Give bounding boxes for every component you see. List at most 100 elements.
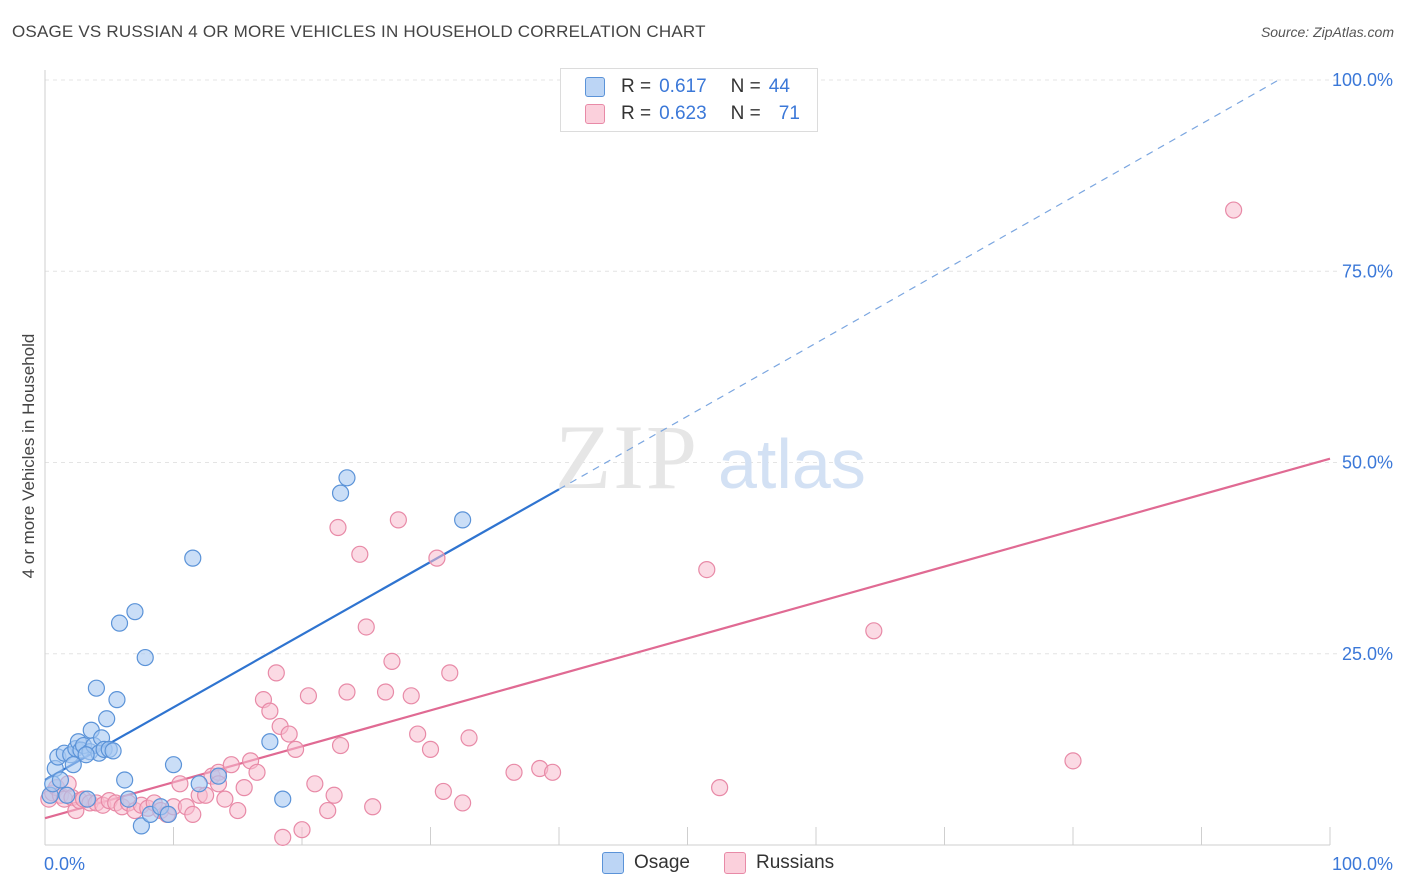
n-value-osage: 44 [768, 76, 790, 97]
osage-point-24 [108, 691, 126, 709]
y-tick-label-0: 25.0% [1342, 644, 1393, 664]
russians-point-52 [338, 683, 356, 701]
n-value-russians: 71 [778, 103, 800, 124]
osage-point-41 [338, 469, 356, 487]
tick-labels: 25.0% 50.0% 75.0% 100.0% 0.0% 100.0% [44, 70, 1393, 874]
watermark-atlas: atlas [718, 425, 866, 503]
osage-point-27 [119, 790, 138, 808]
russians-point-63 [434, 782, 452, 801]
r-value-russians: 0.623 [659, 103, 707, 124]
osage-point-4 [51, 771, 70, 789]
russians-point-26 [184, 805, 202, 824]
trendlines [44, 79, 1331, 820]
russians-point-59 [402, 687, 420, 705]
russians-swatch [585, 104, 605, 124]
osage-legend-swatch [602, 852, 624, 874]
series-legend: Osage Russians [0, 852, 1406, 878]
russians-point-71 [711, 779, 729, 797]
russians-point-70 [698, 560, 716, 579]
russians-point-47 [306, 775, 324, 793]
osage-points [41, 469, 472, 835]
legend-row-russians: R = 0.623 N = 71 [585, 102, 800, 126]
y-tick-label-3: 100.0% [1332, 70, 1393, 90]
russians-point-74 [1225, 201, 1243, 219]
osage-point-17 [87, 679, 106, 697]
osage-point-34 [164, 756, 183, 774]
russians-points [40, 201, 1243, 846]
chart-title: OSAGE VS RUSSIAN 4 OR MORE VEHICLES IN H… [12, 22, 706, 41]
russians-point-45 [293, 821, 311, 839]
russians-point-35 [235, 779, 253, 797]
source-label: Source: ZipAtlas.com [1260, 24, 1394, 40]
osage-point-26 [116, 771, 134, 789]
osage-point-42 [454, 511, 472, 529]
osage-point-13 [78, 790, 97, 808]
osage-point-36 [190, 775, 208, 793]
russians-point-72 [865, 622, 883, 640]
russians-point-40 [267, 664, 285, 682]
russians-point-32 [216, 790, 234, 808]
y-axis-label: 4 or more Vehicles in Household [19, 334, 38, 579]
osage-point-30 [136, 648, 154, 667]
x-tick-label-1: 100.0% [1332, 854, 1393, 874]
russians-point-73 [1064, 752, 1082, 770]
r-label: R = [621, 103, 652, 124]
russians-legend-swatch [724, 852, 746, 874]
russians-point-67 [505, 763, 523, 781]
russians-point-64 [441, 664, 459, 682]
russians-point-44 [286, 740, 305, 758]
osage-point-43 [77, 746, 95, 764]
russians-point-50 [329, 518, 347, 537]
russians-point-55 [364, 798, 382, 816]
osage-point-40 [331, 484, 350, 502]
russians-trendline [44, 457, 1331, 820]
legend-item-russians[interactable]: Russians [724, 852, 834, 874]
osage-point-35 [184, 549, 202, 567]
watermark: ZIP atlas [555, 406, 866, 508]
n-label: N = [730, 76, 761, 97]
osage-trendline [44, 488, 560, 781]
russians-point-60 [409, 725, 427, 743]
osage-point-33 [159, 805, 177, 824]
axes [44, 70, 1331, 846]
russians-legend-label: Russians [756, 852, 835, 873]
russians-point-61 [421, 740, 440, 758]
russians-point-33 [222, 756, 240, 774]
r-label: R = [621, 76, 652, 97]
osage-point-23 [104, 742, 122, 760]
russians-point-65 [454, 794, 472, 812]
russians-point-46 [299, 687, 318, 705]
osage-point-28 [126, 603, 144, 621]
r-value-osage: 0.617 [659, 76, 707, 97]
russians-point-66 [460, 729, 478, 747]
russians-point-57 [383, 652, 401, 671]
osage-point-21 [98, 710, 116, 728]
russians-point-42 [274, 828, 292, 846]
watermark-zip: ZIP [555, 406, 699, 508]
y-tick-label-1: 50.0% [1342, 453, 1393, 473]
osage-point-6 [58, 786, 76, 804]
russians-point-56 [376, 683, 395, 701]
osage-swatch [585, 77, 605, 97]
correlation-legend: R = 0.617 N = 44 R = 0.623 N = 71 [560, 68, 818, 132]
russians-point-37 [248, 763, 266, 781]
russians-point-62 [428, 549, 446, 567]
legend-row-osage: R = 0.617 N = 44 [585, 75, 790, 99]
osage-point-37 [209, 767, 228, 785]
legend-item-osage[interactable]: Osage [602, 852, 690, 874]
osage-trendline-extension [558, 79, 1279, 490]
russians-point-34 [229, 801, 247, 820]
osage-point-39 [274, 790, 292, 808]
russians-point-43 [280, 725, 298, 743]
osage-point-29 [132, 817, 150, 835]
russians-point-39 [261, 702, 279, 720]
gridlines [45, 79, 1340, 655]
russians-point-54 [357, 618, 375, 636]
russians-point-24 [171, 775, 189, 793]
n-label: N = [730, 103, 761, 124]
russians-point-58 [389, 511, 407, 529]
y-tick-label-2: 75.0% [1342, 261, 1393, 281]
osage-point-25 [110, 614, 129, 632]
russians-point-49 [325, 786, 343, 804]
